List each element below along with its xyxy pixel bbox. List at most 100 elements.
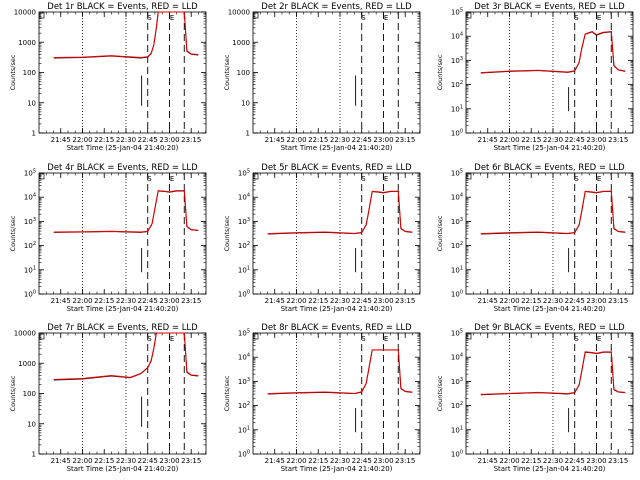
x-tick-label: 21:45 [265, 457, 285, 465]
x-tick-label: 22:30 [116, 136, 136, 144]
plot-frame [252, 11, 421, 134]
chart-title: Det 7r BLACK = Events, RED = LLD [47, 323, 198, 333]
x-tick-label: 21:45 [51, 457, 71, 465]
x-tick-label: 21:45 [51, 136, 71, 144]
x-tick-label: 22:30 [330, 297, 350, 305]
y-tick-label: 102 [24, 241, 36, 250]
flag-marker-e: E [384, 335, 388, 343]
x-tick-label: 22:30 [116, 457, 136, 465]
x-tick-label: 22:15 [308, 136, 328, 144]
x-tick-label: 23:00 [159, 136, 179, 144]
series-lld-line [480, 351, 626, 395]
flag-marker-s: S [574, 335, 579, 343]
chart-panel-9: Det 9r BLACK = Events, RED = LLD 100 101 10… [436, 323, 634, 473]
x-tick-label: 22:15 [521, 136, 541, 144]
flag-marker-s: S [574, 14, 579, 22]
y-axis-label: Counts/sec [223, 54, 231, 90]
chart-panel-5: Det 5r BLACK = Events, RED = LLD 100 101 10… [223, 163, 421, 313]
corner-marker [253, 173, 259, 180]
x-tick-label: 22:00 [499, 297, 519, 305]
x-axis-label: Start Time (25-Jan-04 21:40:20) [67, 465, 179, 473]
x-tick-label: 22:45 [565, 136, 585, 144]
y-tick-label: 103 [24, 217, 36, 226]
x-axis-label: Start Time (25-Jan-04 21:40:20) [67, 144, 179, 152]
y-tick-label: 100 [23, 390, 36, 398]
x-tick-label: 22:15 [94, 297, 114, 305]
x-tick-label: 22:45 [352, 457, 372, 465]
corner-marker [253, 12, 259, 19]
corner-marker [466, 12, 472, 19]
x-tick-label: 22:45 [138, 457, 158, 465]
y-tick-label: 10 [27, 99, 36, 107]
y-tick-label: 103 [451, 56, 463, 65]
y-axis-label: Counts/sec [436, 215, 444, 251]
y-tick-label: 10000 [14, 330, 36, 338]
y-tick-label: 105 [238, 169, 250, 178]
flag-marker-e: E [170, 14, 174, 22]
x-tick-label: 22:30 [543, 297, 563, 305]
x-axis-label: Start Time (25-Jan-04 21:40:20) [281, 144, 393, 152]
corner-marker [39, 333, 45, 340]
flag-marker-e: E [597, 335, 601, 343]
y-tick-label: 103 [451, 217, 463, 226]
y-tick-label: 102 [451, 241, 463, 250]
series-events-line [480, 351, 626, 396]
x-tick-label: 22:00 [499, 457, 519, 465]
x-tick-label: 23:15 [181, 457, 201, 465]
y-tick-label: 105 [451, 8, 463, 17]
y-tick-label: 1 [32, 130, 36, 138]
x-tick-label: 21:45 [265, 297, 285, 305]
x-tick-label: 22:00 [286, 297, 306, 305]
chart-title: Det 5r BLACK = Events, RED = LLD [261, 163, 412, 173]
chart-panel-3: Det 3r BLACK = Events, RED = LLD 100 101 10… [436, 2, 634, 152]
y-tick-label: 100 [451, 450, 463, 459]
x-tick-label: 23:15 [608, 457, 628, 465]
y-tick-label: 100 [451, 129, 463, 138]
y-axis-label: Counts/sec [436, 54, 444, 90]
y-tick-label: 100 [238, 450, 250, 459]
x-axis-label: Start Time (25-Jan-04 21:40:20) [494, 305, 606, 313]
flag-marker-e: E [384, 14, 388, 22]
x-tick-label: 21:45 [51, 297, 71, 305]
y-tick-label: 100 [451, 290, 463, 299]
plot-frame [252, 172, 421, 295]
flag-marker-e: E [170, 335, 174, 343]
y-tick-label: 1 [32, 451, 36, 459]
x-tick-label: 23:15 [181, 297, 201, 305]
x-tick-label: 22:30 [116, 297, 136, 305]
plot-frame [465, 332, 634, 455]
y-tick-label: 104 [238, 353, 250, 362]
flag-marker-s: S [361, 175, 366, 183]
y-tick-label: 102 [238, 401, 250, 410]
x-axis-label: Start Time (25-Jan-04 21:40:20) [281, 305, 393, 313]
x-tick-label: 23:00 [159, 297, 179, 305]
x-tick-label: 23:00 [586, 297, 606, 305]
x-tick-label: 22:15 [521, 457, 541, 465]
x-tick-label: 23:15 [395, 297, 415, 305]
y-tick-label: 105 [451, 169, 463, 178]
chart-panel-7: Det 7r BLACK = Events, RED = LLD 1 10 100 10… [9, 323, 207, 473]
x-tick-label: 22:00 [286, 136, 306, 144]
y-tick-label: 103 [238, 217, 250, 226]
plot-frame [38, 11, 207, 134]
y-tick-label: 104 [24, 193, 36, 202]
y-tick-label: 100 [23, 69, 36, 77]
y-tick-label: 1 [246, 130, 250, 138]
x-tick-label: 23:00 [373, 136, 393, 144]
flag-marker-e: E [597, 175, 601, 183]
y-axis-label: Counts/sec [223, 215, 231, 251]
x-axis-label: Start Time (25-Jan-04 21:40:20) [281, 465, 393, 473]
y-tick-label: 102 [238, 241, 250, 250]
y-tick-label: 1000 [18, 39, 36, 47]
chart-panel-1: Det 1r BLACK = Events, RED = LLD 1 10 100 10… [9, 2, 207, 152]
chart-title: Det 1r BLACK = Events, RED = LLD [47, 2, 198, 12]
flag-marker-e: E [597, 14, 601, 22]
x-tick-label: 22:00 [499, 136, 519, 144]
y-axis-label: Counts/sec [223, 375, 231, 411]
y-tick-label: 100 [238, 290, 250, 299]
x-tick-label: 23:15 [608, 297, 628, 305]
x-tick-label: 22:15 [308, 457, 328, 465]
y-tick-label: 100 [237, 69, 250, 77]
y-tick-label: 103 [238, 377, 250, 386]
